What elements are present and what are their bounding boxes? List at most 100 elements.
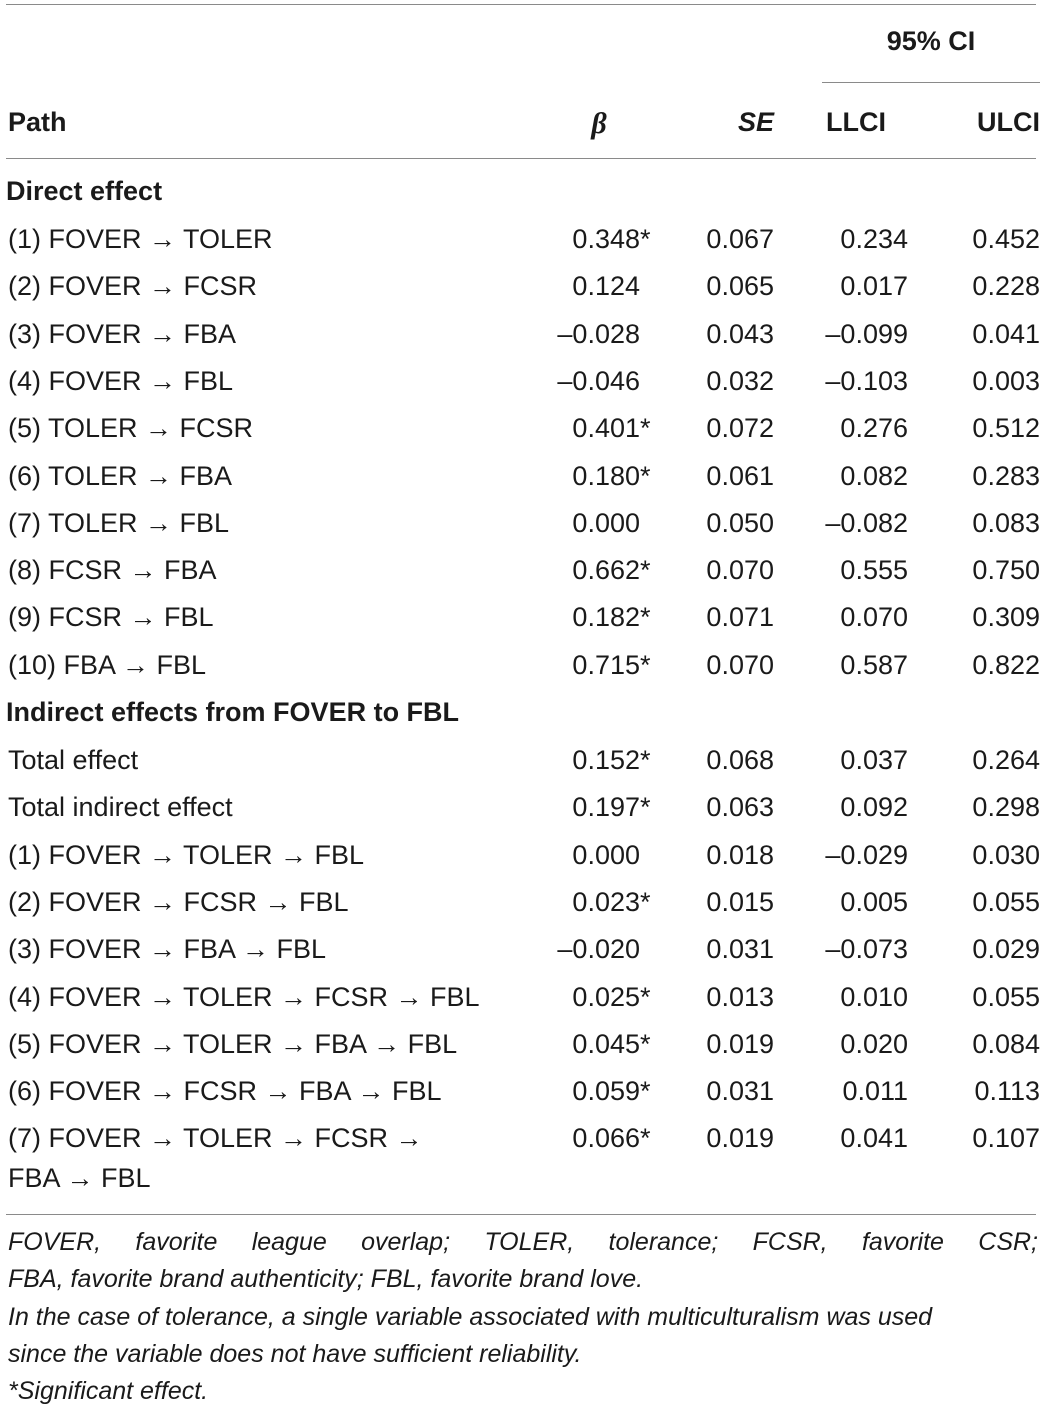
section-title: Direct effect xyxy=(6,176,163,206)
cell-beta: 0.348 xyxy=(572,224,640,254)
col-header-beta: β xyxy=(591,107,607,140)
cell-significance: * xyxy=(640,1029,651,1059)
cell-path: (6) TOLER → FBA xyxy=(8,461,233,491)
table-row: (3) FOVER → FBA → FBL –0.020 0.031 –0.073 0.… xyxy=(6,934,1040,981)
cell-ulci: 0.452 xyxy=(972,224,1040,254)
cell-se: 0.070 xyxy=(706,555,774,585)
cell-ulci: 0.298 xyxy=(972,792,1040,822)
cell-llci: –0.073 xyxy=(825,934,908,964)
table-row: (2) FOVER → FCSR 0.124 0.065 0.017 0.228 xyxy=(6,271,1040,318)
cell-beta: 0.662 xyxy=(572,555,640,585)
cell-beta: 0.000 xyxy=(572,508,640,538)
cell-beta: 0.715 xyxy=(572,650,640,680)
cell-path: (10) FBA → FBL xyxy=(8,650,207,680)
table-row: (4) FOVER → FBL –0.046 0.032 –0.103 0.003 xyxy=(6,366,1040,413)
table-row: (9) FCSR → FBL 0.182 * 0.071 0.070 0.309 xyxy=(6,602,1040,649)
cell-llci: –0.082 xyxy=(825,508,908,538)
cell-path: (1) FOVER → TOLER → FBL xyxy=(8,840,365,870)
cell-ulci: 0.228 xyxy=(972,271,1040,301)
top-rule xyxy=(6,4,1036,5)
footnote-abbrev-line2: FBA, favorite brand authenticity; FBL, f… xyxy=(8,1265,644,1293)
cell-llci: –0.029 xyxy=(825,840,908,870)
col-header-se: SE xyxy=(737,107,774,137)
footnote-significance: *Significant effect. xyxy=(8,1377,209,1405)
cell-significance: * xyxy=(640,887,651,917)
cell-beta: 0.066 xyxy=(572,1123,640,1153)
table-row: (7) TOLER → FBL 0.000 0.050 –0.082 0.083 xyxy=(6,508,1040,555)
cell-significance: * xyxy=(640,413,651,443)
table-row: (10) FBA → FBL 0.715 * 0.070 0.587 0.822 xyxy=(6,650,1040,697)
cell-ulci: 0.055 xyxy=(972,887,1040,917)
cell-llci: 0.082 xyxy=(840,461,908,491)
cell-significance: * xyxy=(640,745,651,775)
cell-se: 0.031 xyxy=(706,934,774,964)
cell-beta: –0.028 xyxy=(557,319,640,349)
cell-se: 0.018 xyxy=(706,840,774,870)
cell-ulci: 0.030 xyxy=(972,840,1040,870)
cell-beta: 0.152 xyxy=(572,745,640,775)
cell-ulci: 0.822 xyxy=(972,650,1040,680)
table-row: (6) TOLER → FBA 0.180 * 0.061 0.082 0.283 xyxy=(6,461,1040,508)
cell-beta: 0.401 xyxy=(572,413,640,443)
ci-header: 95% CI xyxy=(886,26,976,56)
cell-beta: 0.180 xyxy=(572,461,640,491)
cell-path: (2) FOVER → FCSR xyxy=(8,271,258,301)
cell-significance: * xyxy=(640,1123,651,1153)
cell-significance: * xyxy=(640,224,651,254)
cell-se: 0.063 xyxy=(706,792,774,822)
cell-path: Total effect xyxy=(8,745,139,775)
cell-significance: * xyxy=(640,792,651,822)
table-row: (4) FOVER → TOLER → FCSR → FBL 0.025 * 0.01… xyxy=(6,982,1040,1029)
cell-se: 0.070 xyxy=(706,650,774,680)
table-row: (7) FOVER → TOLER → FCSR → 0.066 * 0.019 0.0… xyxy=(6,1123,1040,1170)
cell-ulci: 0.084 xyxy=(972,1029,1040,1059)
cell-se: 0.019 xyxy=(706,1029,774,1059)
table-row: (1) FOVER → TOLER → FBL 0.000 0.018 –0.029 0… xyxy=(6,840,1040,887)
cell-significance: * xyxy=(640,602,651,632)
cell-llci: 0.037 xyxy=(840,745,908,775)
table-row: Total indirect effect 0.197 * 0.063 0.092 0.2… xyxy=(6,792,1040,839)
cell-se: 0.071 xyxy=(706,602,774,632)
cell-ulci: 0.264 xyxy=(972,745,1040,775)
cell-llci: 0.005 xyxy=(840,887,908,917)
cell-se: 0.019 xyxy=(706,1123,774,1153)
cell-path: (2) FOVER → FCSR → FBL xyxy=(8,887,349,917)
cell-path: (6) FOVER → FCSR → FBA → FBL xyxy=(8,1076,442,1106)
cell-ulci: 0.750 xyxy=(972,555,1040,585)
cell-se: 0.015 xyxy=(706,887,774,917)
cell-significance: * xyxy=(640,461,651,491)
cell-ulci: 0.107 xyxy=(972,1123,1040,1153)
footnote-tolerance-line2: since the variable does not have suffici… xyxy=(8,1340,582,1368)
cell-llci: 0.041 xyxy=(840,1123,908,1153)
cell-ulci: 0.041 xyxy=(972,319,1040,349)
col-header-path: Path xyxy=(8,107,67,137)
cell-path: (5) FOVER → TOLER → FBA → FBL xyxy=(8,1029,458,1059)
cell-se: 0.065 xyxy=(706,271,774,301)
cell-se: 0.061 xyxy=(706,461,774,491)
cell-significance: * xyxy=(640,650,651,680)
cell-se: 0.043 xyxy=(706,319,774,349)
cell-beta: –0.046 xyxy=(557,366,640,396)
table-row: (6) FOVER → FCSR → FBA → FBL 0.059 * 0.031 0… xyxy=(6,1076,1040,1123)
cell-llci: 0.070 xyxy=(840,602,908,632)
cell-llci: –0.103 xyxy=(825,366,908,396)
cell-se: 0.032 xyxy=(706,366,774,396)
cell-significance: * xyxy=(640,982,651,1012)
cell-beta: 0.000 xyxy=(572,840,640,870)
cell-ulci: 0.113 xyxy=(974,1076,1040,1106)
cell-beta: 0.124 xyxy=(572,271,640,301)
cell-ulci: 0.055 xyxy=(972,982,1040,1012)
col-header-ulci: ULCI xyxy=(977,107,1040,137)
cell-path: (1) FOVER → TOLER xyxy=(8,224,273,254)
footnote-abbrev-line1: FOVER, favorite league overlap; TOLER, t… xyxy=(8,1228,1038,1256)
cell-ulci: 0.003 xyxy=(972,366,1040,396)
cell-ulci: 0.512 xyxy=(972,413,1040,443)
cell-path: (4) FOVER → FBL xyxy=(8,366,234,396)
cell-beta: 0.059 xyxy=(572,1076,640,1106)
cell-llci: 0.020 xyxy=(840,1029,908,1059)
cell-beta: 0.182 xyxy=(572,602,640,632)
cell-significance: * xyxy=(640,555,651,585)
cell-path: (4) FOVER → TOLER → FCSR → FBL xyxy=(8,982,480,1012)
cell-se: 0.031 xyxy=(706,1076,774,1106)
cell-beta: 0.045 xyxy=(572,1029,640,1059)
